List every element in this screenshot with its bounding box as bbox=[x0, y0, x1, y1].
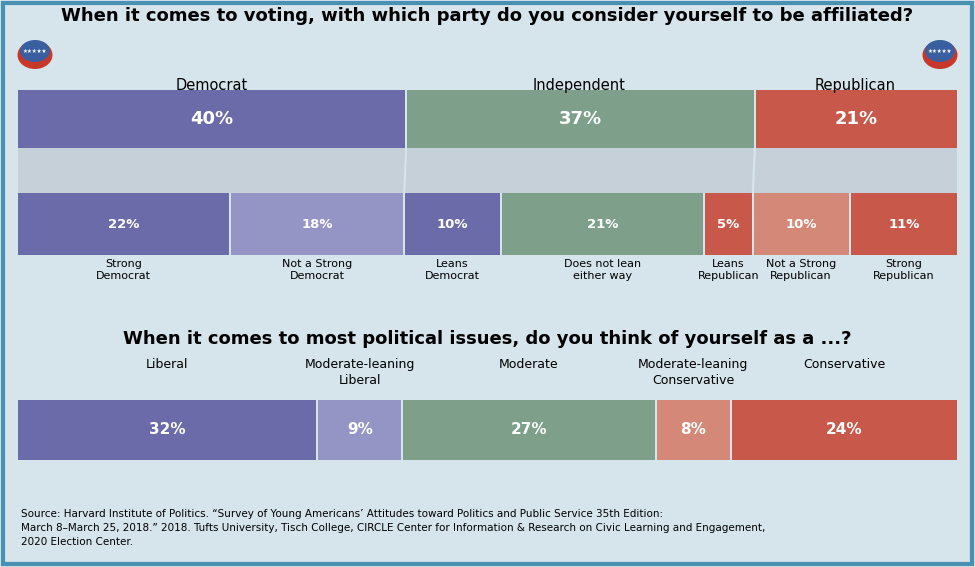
Text: 21%: 21% bbox=[835, 110, 878, 128]
Text: 27%: 27% bbox=[511, 422, 547, 438]
Ellipse shape bbox=[925, 40, 955, 62]
Text: 5%: 5% bbox=[718, 218, 740, 231]
Text: Leans
Democrat: Leans Democrat bbox=[425, 259, 480, 281]
Bar bbox=[18, 90, 406, 148]
Text: Not a Strong
Democrat: Not a Strong Democrat bbox=[282, 259, 352, 281]
Bar bbox=[408, 90, 754, 148]
Text: 11%: 11% bbox=[888, 218, 919, 231]
Bar bbox=[756, 90, 957, 148]
Bar bbox=[731, 400, 957, 460]
Text: Leans
Republican: Leans Republican bbox=[698, 259, 760, 281]
Bar bbox=[502, 193, 703, 255]
Text: 24%: 24% bbox=[826, 422, 863, 438]
Text: Conservative: Conservative bbox=[803, 358, 885, 371]
Text: 10%: 10% bbox=[437, 218, 468, 231]
Ellipse shape bbox=[18, 41, 53, 69]
Bar bbox=[403, 400, 654, 460]
Bar bbox=[18, 400, 317, 460]
Bar bbox=[319, 400, 401, 460]
Text: Republican: Republican bbox=[815, 78, 896, 93]
Text: 37%: 37% bbox=[559, 110, 602, 128]
Text: When it comes to voting, with which party do you consider yourself to be affilia: When it comes to voting, with which part… bbox=[61, 7, 914, 25]
Text: Independent: Independent bbox=[533, 78, 626, 93]
Text: 18%: 18% bbox=[301, 218, 332, 231]
Text: 21%: 21% bbox=[587, 218, 618, 231]
Text: 8%: 8% bbox=[681, 422, 706, 438]
Text: 40%: 40% bbox=[190, 110, 233, 128]
Bar bbox=[231, 193, 404, 255]
Text: ★★★★★: ★★★★★ bbox=[928, 49, 953, 53]
Text: 10%: 10% bbox=[786, 218, 817, 231]
Text: Moderate: Moderate bbox=[499, 358, 559, 371]
Text: When it comes to most political issues, do you think of yourself as a ...?: When it comes to most political issues, … bbox=[123, 330, 852, 348]
Bar bbox=[656, 400, 729, 460]
Bar bbox=[18, 193, 229, 255]
Text: Strong
Republican: Strong Republican bbox=[873, 259, 935, 281]
Text: Strong
Democrat: Strong Democrat bbox=[96, 259, 151, 281]
Text: Moderate-leaning
Conservative: Moderate-leaning Conservative bbox=[638, 358, 748, 387]
Bar bbox=[705, 193, 752, 255]
Text: Does not lean
either way: Does not lean either way bbox=[565, 259, 642, 281]
Text: Source: Harvard Institute of Politics. “Survey of Young Americans’ Attitudes tow: Source: Harvard Institute of Politics. “… bbox=[21, 509, 765, 547]
Ellipse shape bbox=[922, 41, 957, 69]
Polygon shape bbox=[18, 148, 406, 193]
Text: 32%: 32% bbox=[149, 422, 185, 438]
Text: Not a Strong
Republican: Not a Strong Republican bbox=[766, 259, 837, 281]
Text: Liberal: Liberal bbox=[146, 358, 188, 371]
Ellipse shape bbox=[20, 40, 50, 62]
Bar bbox=[754, 193, 848, 255]
Text: Moderate-leaning
Liberal: Moderate-leaning Liberal bbox=[304, 358, 415, 387]
Bar bbox=[850, 193, 957, 255]
Polygon shape bbox=[754, 148, 957, 193]
Bar bbox=[406, 193, 500, 255]
Text: 9%: 9% bbox=[347, 422, 372, 438]
Text: ★★★★★: ★★★★★ bbox=[22, 49, 47, 53]
Text: Democrat: Democrat bbox=[176, 78, 248, 93]
Polygon shape bbox=[406, 148, 754, 193]
Text: 22%: 22% bbox=[108, 218, 139, 231]
